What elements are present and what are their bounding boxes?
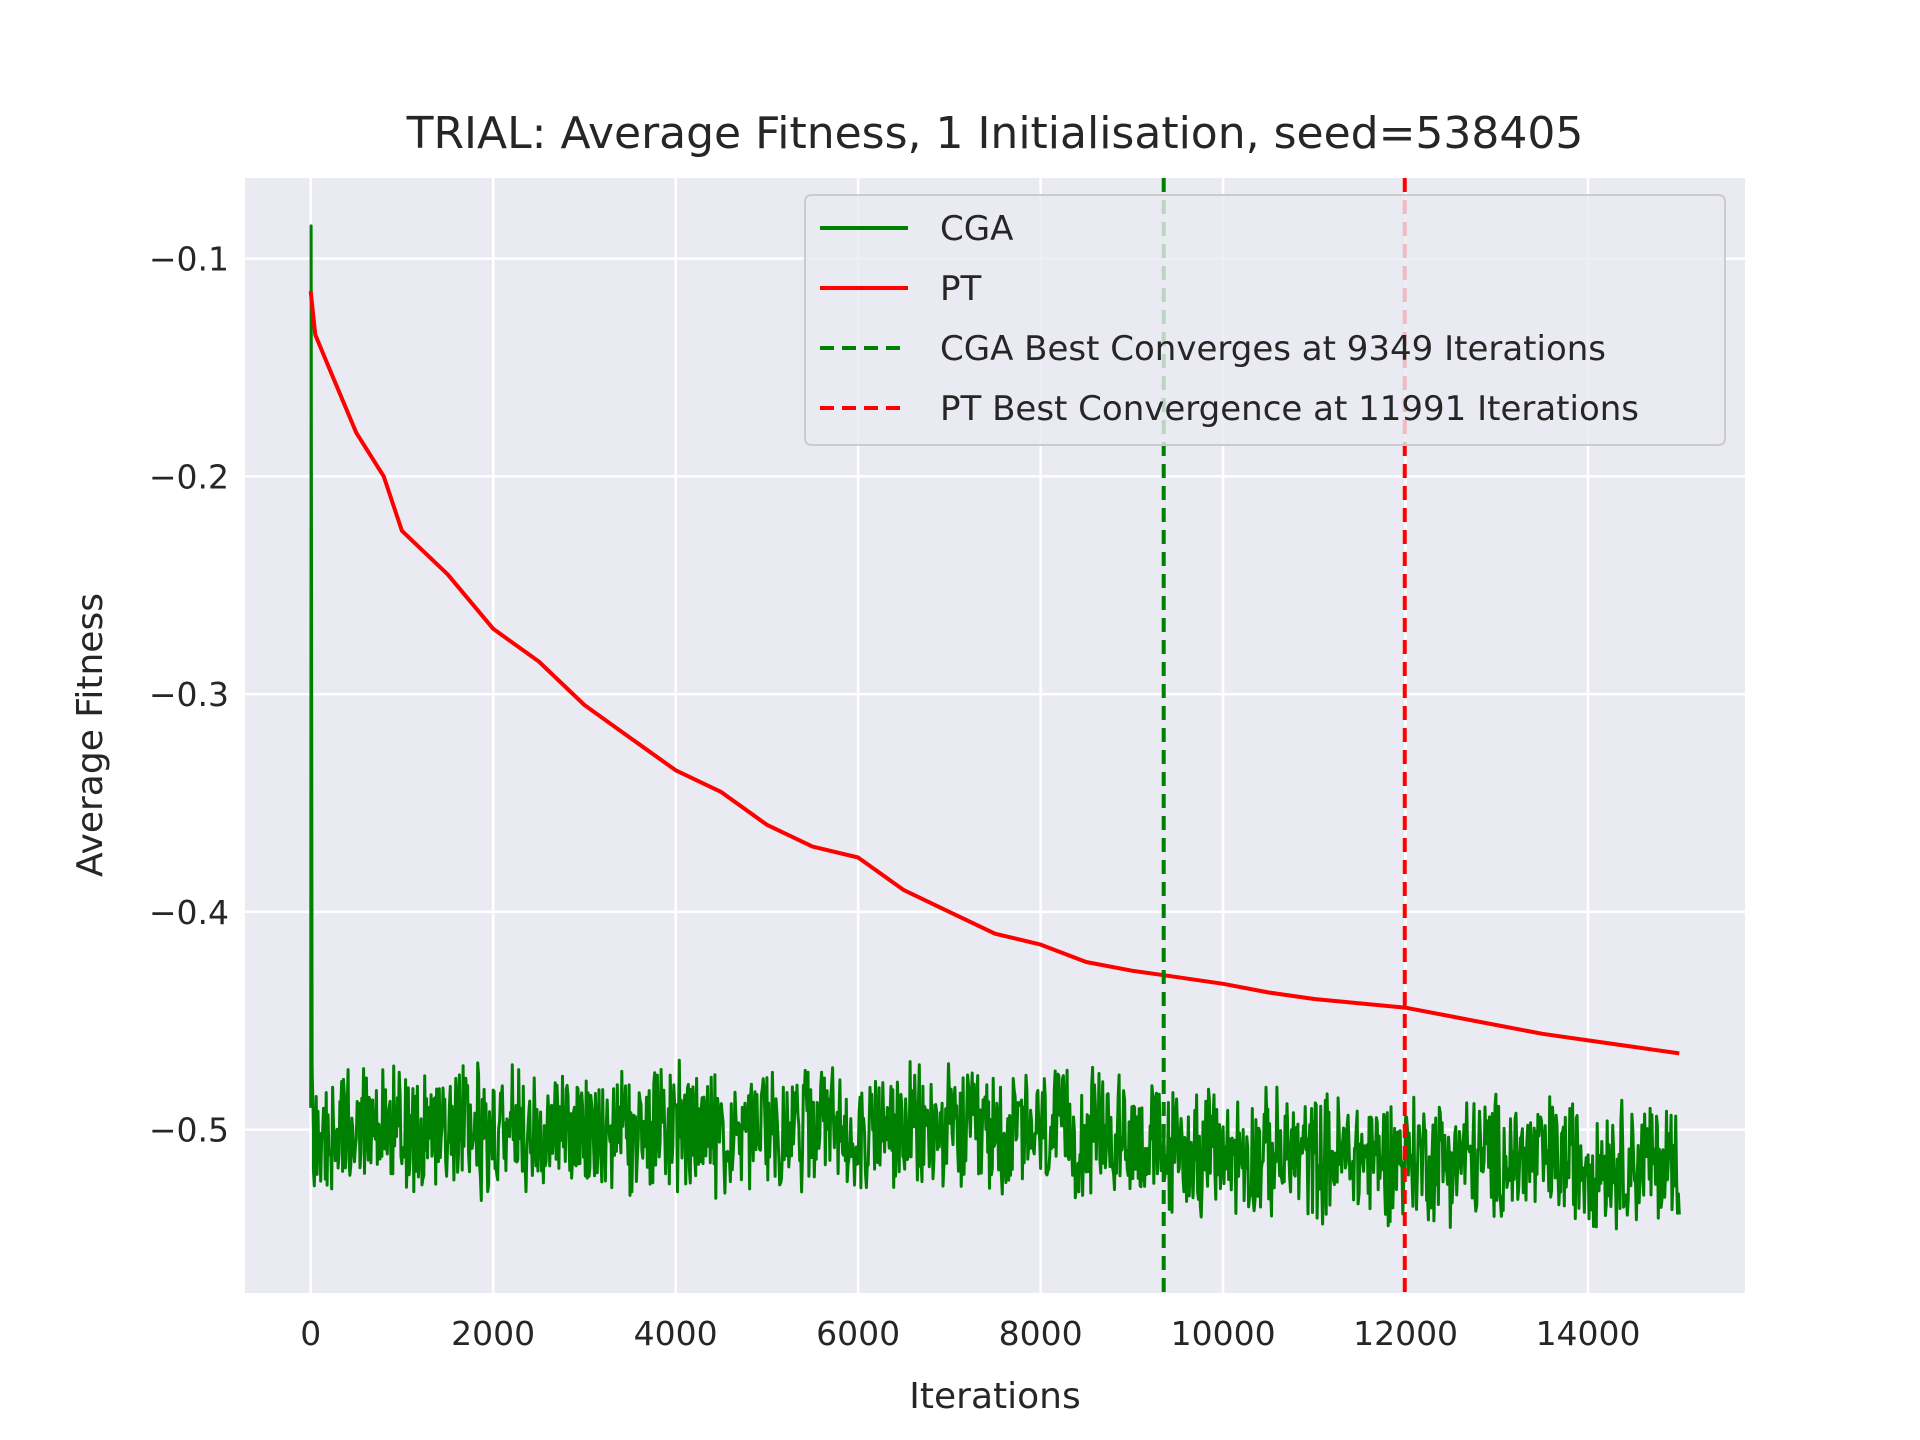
legend-label-cga: CGA [940,209,1013,249]
legend: CGA PT CGA Best Converges at 9349 Iterat… [804,194,1726,446]
x-tick-label: 12000 [1353,1314,1458,1353]
y-tick-label: −0.4 [149,893,229,932]
legend-box [804,194,1726,446]
y-tick-label: −0.1 [149,240,229,279]
y-tick-label: −0.2 [149,457,229,496]
legend-label-pt-best: PT Best Convergence at 11991 Iterations [940,389,1639,429]
legend-label-cga-best: CGA Best Converges at 9349 Iterations [940,329,1606,369]
y-axis-label: Average Fitness [70,593,111,877]
x-tick-label: 8000 [999,1314,1083,1353]
x-tick-label: 4000 [634,1314,718,1353]
x-tick-label: 6000 [816,1314,900,1353]
x-tick-label: 10000 [1171,1314,1276,1353]
x-tick-labels: 0 2000 4000 6000 8000 10000 12000 14000 [300,1314,1640,1353]
y-tick-labels: −0.1 −0.2 −0.3 −0.4 −0.5 [149,240,229,1150]
y-tick-label: −0.5 [149,1111,229,1150]
series-line-cga [309,224,1681,1231]
x-axis-label: Iterations [909,1376,1080,1417]
x-tick-label: 2000 [451,1314,535,1353]
x-tick-label: 14000 [1536,1314,1641,1353]
x-tick-label: 0 [300,1314,321,1353]
series-line-pt [308,290,1680,1056]
y-tick-label: −0.3 [149,675,229,714]
legend-label-pt: PT [940,269,982,309]
chart-title: TRIAL: Average Fitness, 1 Initialisation… [406,108,1584,159]
